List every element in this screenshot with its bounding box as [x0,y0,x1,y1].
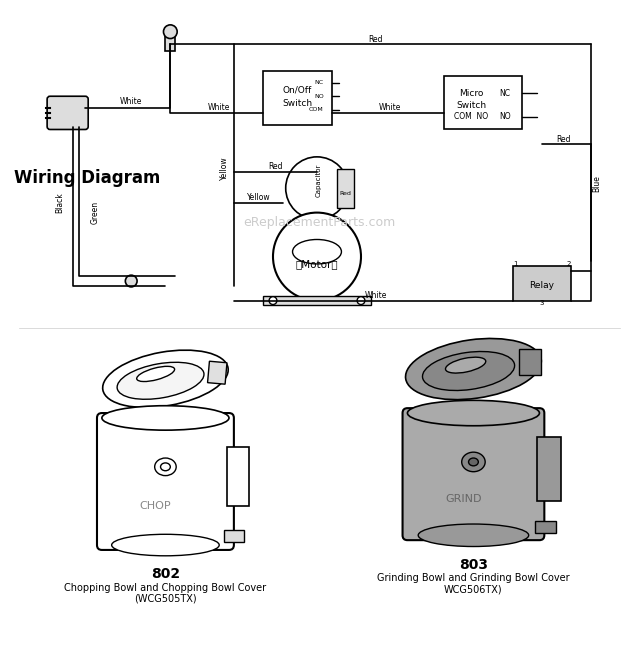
Text: White: White [120,97,142,106]
Text: Yellow: Yellow [246,194,270,203]
Ellipse shape [406,339,541,400]
Text: Green: Green [91,201,99,224]
Text: White: White [379,103,401,112]
Text: White: White [364,291,387,300]
Text: Chopping Bowl and Chopping Bowl Cover: Chopping Bowl and Chopping Bowl Cover [64,583,266,593]
Ellipse shape [422,351,514,390]
Text: 3: 3 [539,300,544,305]
Ellipse shape [292,239,341,264]
Text: COM  NO: COM NO [454,112,489,121]
Ellipse shape [137,366,174,381]
Text: 2: 2 [566,262,571,267]
FancyBboxPatch shape [444,76,522,129]
Ellipse shape [408,400,539,426]
Circle shape [164,25,177,39]
Ellipse shape [154,458,176,475]
Bar [336,169,354,208]
Text: WCG506TX): WCG506TX) [444,584,503,594]
Text: Blue: Blue [592,175,601,192]
FancyBboxPatch shape [97,413,234,550]
FancyBboxPatch shape [263,71,332,125]
Text: (WCG505TX): (WCG505TX) [134,594,197,604]
Ellipse shape [112,534,219,556]
Circle shape [269,297,277,305]
Bar [208,361,227,384]
Text: 802: 802 [151,568,180,581]
FancyBboxPatch shape [512,266,571,301]
Bar [538,438,561,501]
Text: Grinding Bowl and Grinding Bowl Cover: Grinding Bowl and Grinding Bowl Cover [377,574,570,583]
Text: 1: 1 [513,262,518,267]
Text: On/Off: On/Off [282,86,312,95]
Text: COM: COM [309,107,324,112]
Text: CHOP: CHOP [140,501,171,511]
Text: Switch: Switch [282,99,312,108]
FancyBboxPatch shape [19,12,620,320]
Circle shape [126,275,137,287]
Text: Relay: Relay [529,281,554,290]
Text: NC: NC [315,80,324,85]
Circle shape [286,157,348,220]
Text: Red: Red [269,162,283,171]
Text: Yellow: Yellow [219,157,229,181]
Text: NC: NC [499,89,510,98]
Ellipse shape [102,405,229,430]
Circle shape [273,213,361,301]
Text: Switch: Switch [456,101,486,109]
FancyBboxPatch shape [263,296,371,305]
Text: Micro: Micro [459,89,484,98]
Ellipse shape [117,362,204,400]
Text: 〈Motor〉: 〈Motor〉 [296,260,338,269]
Bar [166,31,175,51]
Bar [224,530,244,542]
Text: Capacitor: Capacitor [316,164,322,197]
Text: eReplacementParts.com: eReplacementParts.com [243,216,395,229]
Text: Red: Red [339,190,351,196]
FancyBboxPatch shape [47,96,88,129]
FancyBboxPatch shape [402,408,544,540]
Ellipse shape [462,452,485,472]
Text: Wiring Diagram: Wiring Diagram [14,169,161,188]
Text: White: White [208,103,231,112]
Text: GRIND: GRIND [446,494,482,504]
FancyBboxPatch shape [519,349,541,375]
Circle shape [357,297,365,305]
Ellipse shape [446,357,486,373]
Ellipse shape [418,524,529,547]
Ellipse shape [469,458,478,466]
Bar [227,447,249,506]
Bar [534,521,556,533]
Text: NO: NO [314,94,324,99]
Text: Red: Red [556,135,571,144]
Text: 803: 803 [459,558,488,572]
Text: Black: Black [56,192,64,213]
Ellipse shape [102,350,228,407]
Text: NO: NO [499,112,511,121]
Ellipse shape [161,463,171,471]
Text: Red: Red [368,35,383,44]
